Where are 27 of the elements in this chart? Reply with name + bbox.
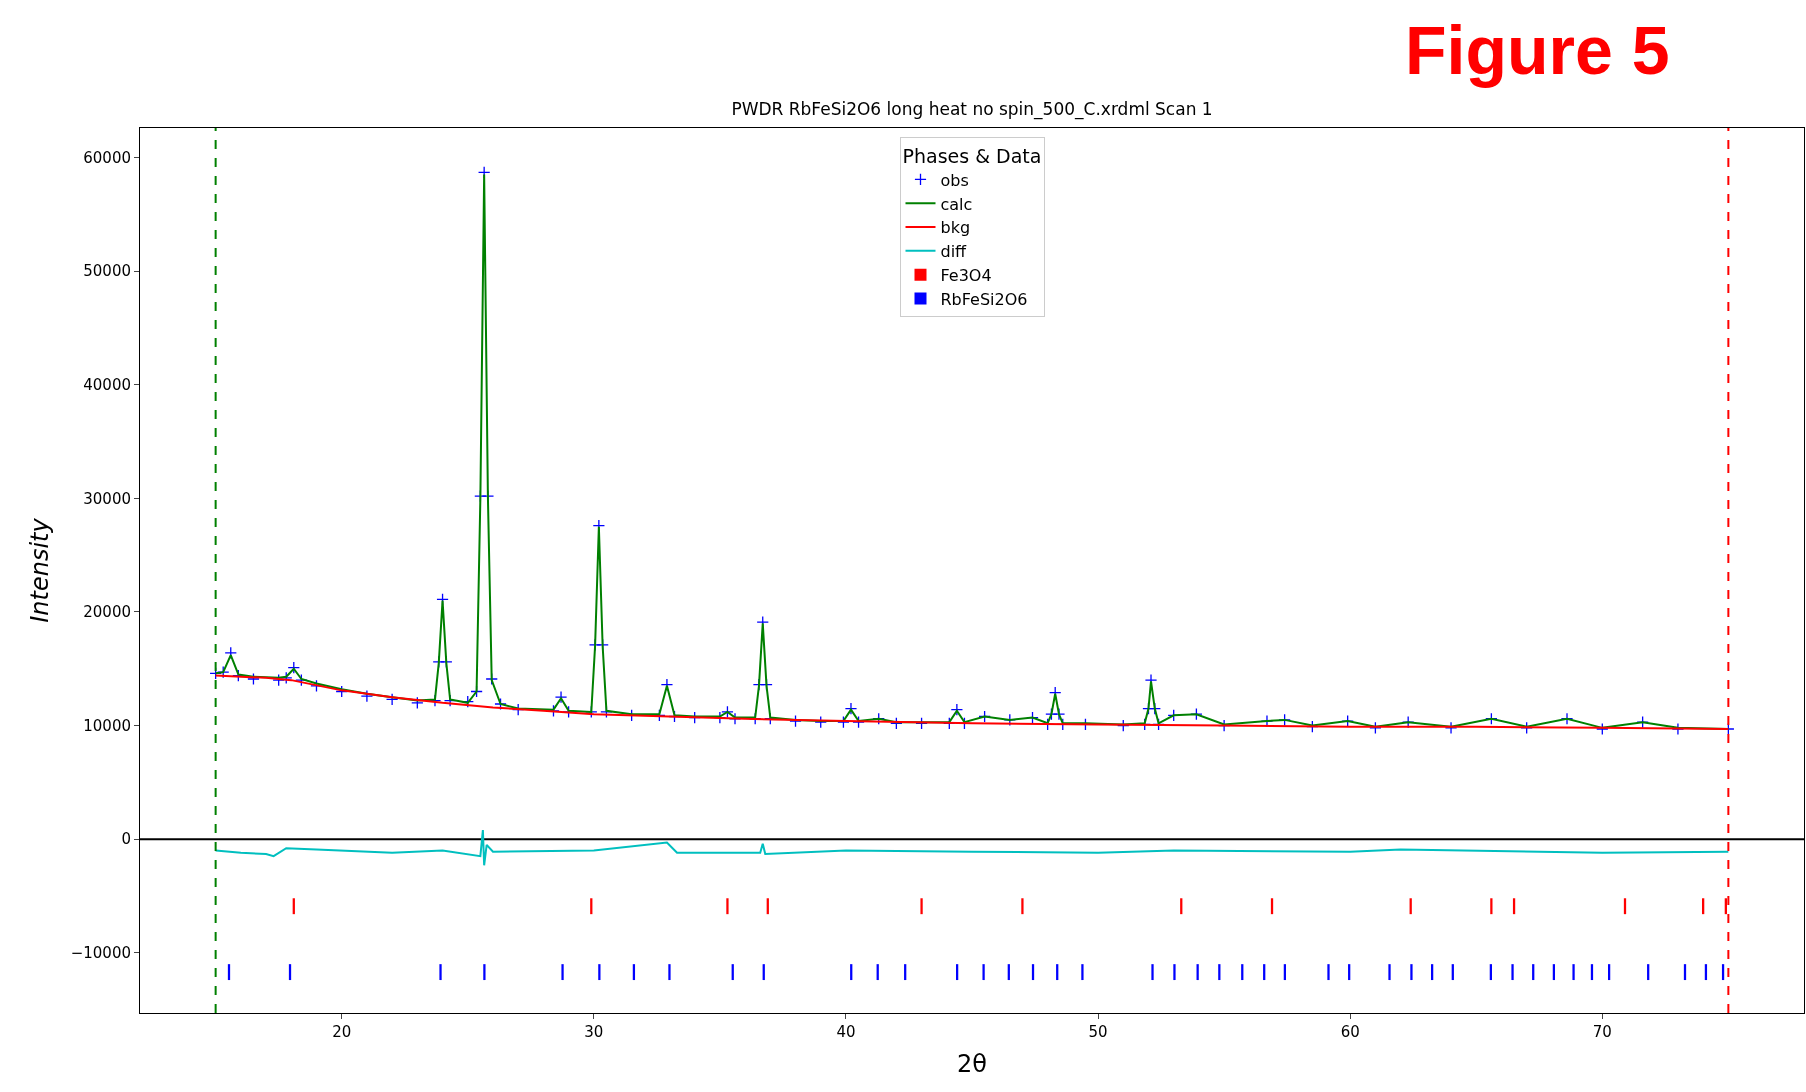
y-tick-label: 50000 [83,262,131,281]
chart-title: PWDR RbFeSi2O6 long heat no spin_500_C.xrdml Scan 1 [731,99,1213,120]
x-tick-label: 20 [332,1023,352,1041]
legend-label: bkg [940,218,971,238]
y-tick-label: 0 [121,830,131,849]
legend-label: Fe3O4 [940,265,992,285]
y-tick-label: 20000 [83,603,131,622]
x-axis-title: 2θ [957,1050,987,1079]
y-tick-label: −10000 [70,944,131,963]
legend-label: diff [940,242,968,262]
y-tick-label: 60000 [83,148,131,167]
x-tick-label: 50 [1088,1023,1108,1041]
y-tick-label: 40000 [83,376,131,394]
x-tick-label: 40 [836,1023,856,1041]
y-tick-label: 10000 [83,716,131,735]
line-series [214,674,1730,730]
y-tick-label: 30000 [83,489,131,508]
legend-label: RbFeSi2O6 [940,289,1028,309]
x-tick-label: 30 [584,1023,604,1041]
x-tick-label: 70 [1592,1023,1612,1041]
legend-title: Phases & Data [902,144,1042,167]
y-axis-title: Intensity [25,517,54,623]
x-tick-label: 60 [1340,1023,1360,1041]
legend-label: calc [940,194,973,214]
legend-label: obs [940,170,969,190]
line-series [214,829,1730,867]
caption: Figure 5 [1405,12,1670,88]
